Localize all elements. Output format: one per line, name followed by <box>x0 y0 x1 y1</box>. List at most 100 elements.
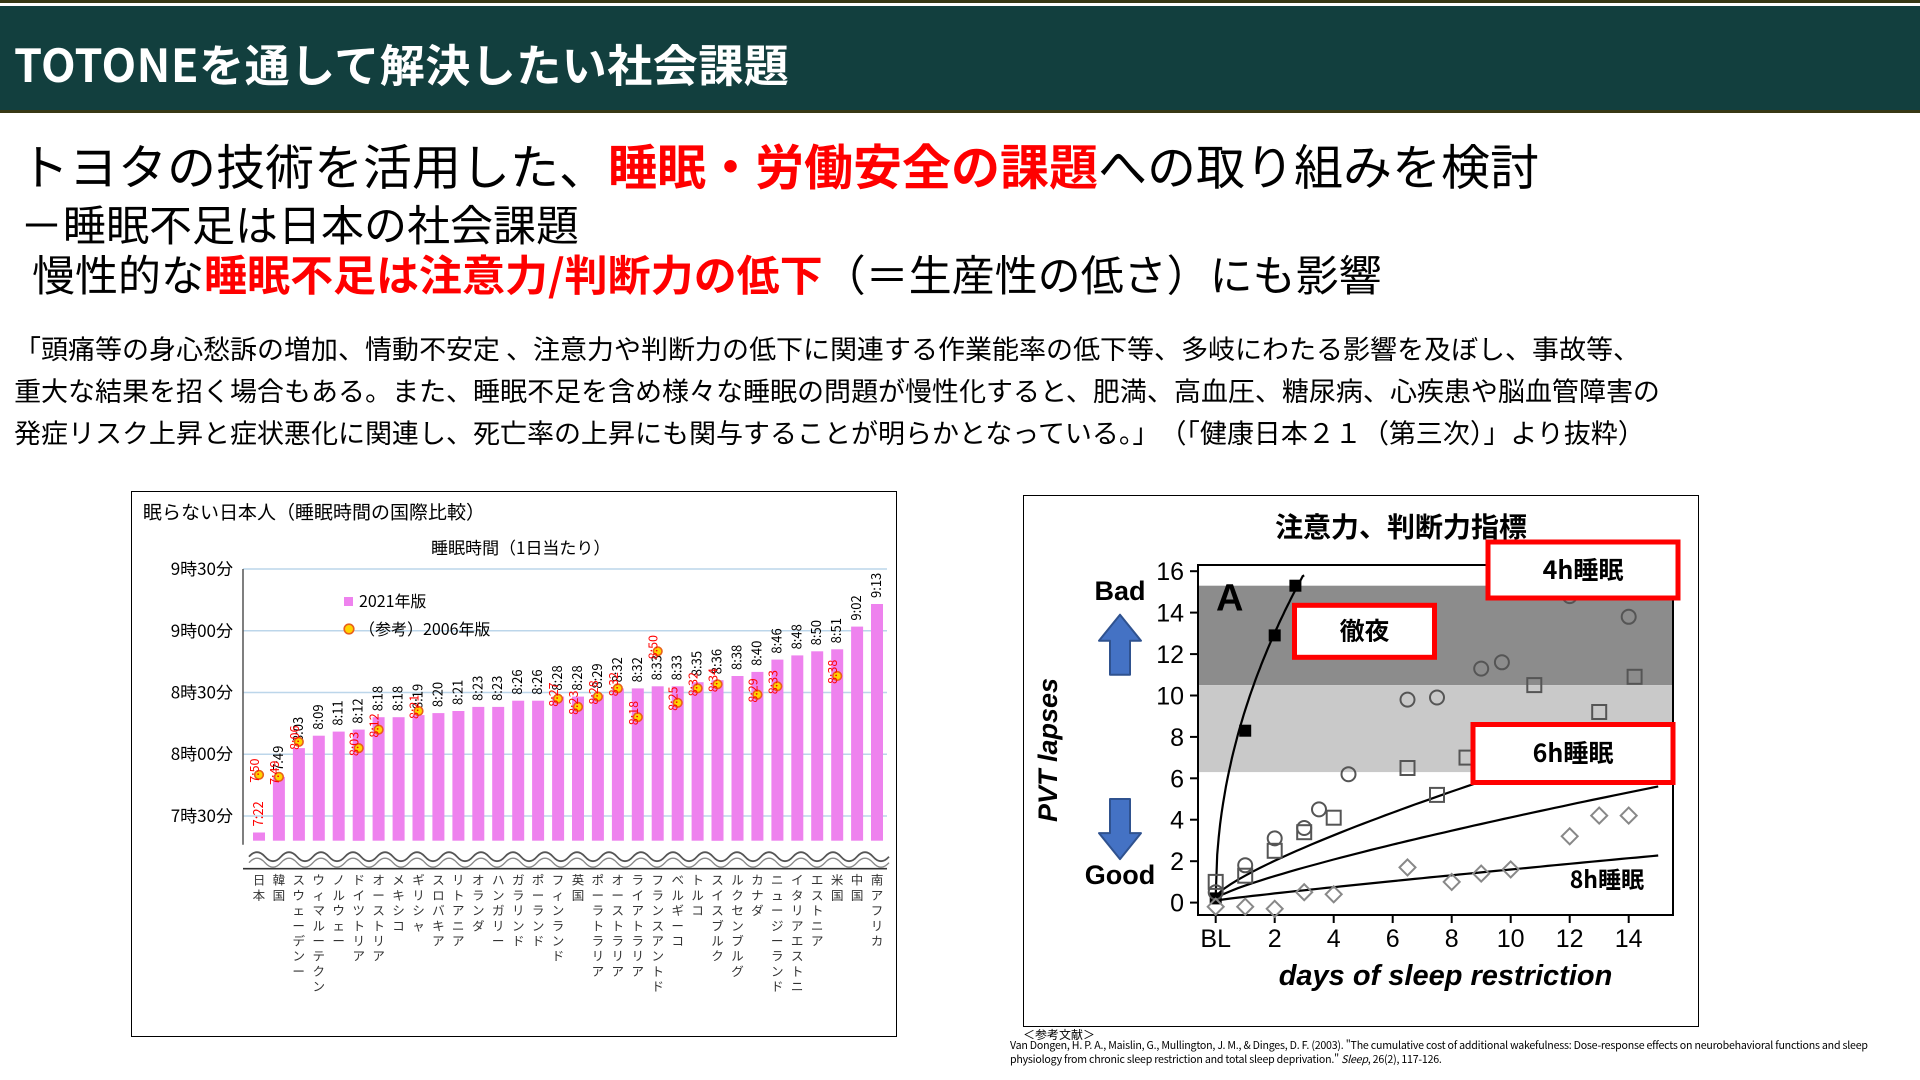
svg-text:コ: コ <box>691 900 704 919</box>
svg-text:ア: ア <box>811 931 824 950</box>
svg-text:8:12: 8:12 <box>364 713 383 737</box>
svg-text:0: 0 <box>1170 890 1184 918</box>
svg-text:10: 10 <box>1156 683 1184 711</box>
svg-text:8:06: 8:06 <box>284 726 303 750</box>
svg-text:8:25: 8:25 <box>663 686 682 710</box>
svg-text:10: 10 <box>1497 925 1525 953</box>
svg-text:2: 2 <box>1268 925 1282 953</box>
svg-text:（参考）2006年版: （参考）2006年版 <box>359 616 491 640</box>
svg-text:8:50: 8:50 <box>806 620 825 645</box>
svg-text:8:18: 8:18 <box>623 701 642 725</box>
svg-text:ア: ア <box>352 946 365 965</box>
svg-text:8時00分: 8時00分 <box>171 740 233 765</box>
svg-text:ャ: ャ <box>412 915 425 934</box>
svg-text:ア: ア <box>592 961 605 980</box>
svg-text:PVT lapses: PVT lapses <box>1033 678 1063 822</box>
svg-text:睡眠時間（1日当たり）: 睡眠時間（1日当たり） <box>431 534 610 559</box>
svg-text:ー: ー <box>293 961 306 980</box>
svg-text:ン: ン <box>313 976 326 995</box>
svg-text:コ: コ <box>392 915 405 934</box>
svg-text:眠らない日本人（睡眠時間の国際比較）: 眠らない日本人（睡眠時間の国際比較） <box>143 498 485 525</box>
svg-text:8:32: 8:32 <box>683 672 702 696</box>
svg-text:8:33: 8:33 <box>762 670 781 694</box>
svg-text:8:38: 8:38 <box>727 645 746 670</box>
svg-text:ド: ド <box>651 976 664 995</box>
svg-text:8:27: 8:27 <box>543 682 562 706</box>
svg-text:7:49: 7:49 <box>264 761 283 785</box>
svg-text:8:21: 8:21 <box>447 680 466 705</box>
svg-text:ア: ア <box>612 961 625 980</box>
svg-text:8: 8 <box>1170 724 1184 752</box>
svg-text:8:46: 8:46 <box>766 628 785 653</box>
svg-text:8:51: 8:51 <box>826 618 845 643</box>
svg-text:6: 6 <box>1170 765 1184 793</box>
svg-text:8:09: 8:09 <box>308 704 327 729</box>
svg-text:ド: ド <box>532 931 545 950</box>
svg-text:8: 8 <box>1445 925 1459 953</box>
svg-text:8:50: 8:50 <box>643 635 662 659</box>
svg-text:8:20: 8:20 <box>427 682 446 707</box>
svg-text:国: 国 <box>273 885 286 904</box>
svg-text:8:29: 8:29 <box>742 678 761 702</box>
svg-text:8:21: 8:21 <box>404 695 423 719</box>
svg-text:8:11: 8:11 <box>328 700 347 725</box>
svg-text:8:23: 8:23 <box>563 691 582 715</box>
svg-text:7時30分: 7時30分 <box>171 802 233 827</box>
svg-text:カ: カ <box>871 931 884 950</box>
svg-text:8:48: 8:48 <box>786 624 805 649</box>
svg-text:4h睡眠: 4h睡眠 <box>1543 551 1624 587</box>
svg-text:ア: ア <box>632 961 645 980</box>
svg-text:グ: グ <box>731 961 744 980</box>
svg-text:8h睡眠: 8h睡眠 <box>1570 861 1644 895</box>
svg-text:本: 本 <box>253 885 266 904</box>
svg-text:ダ: ダ <box>751 900 764 919</box>
svg-text:2021年版: 2021年版 <box>359 588 427 612</box>
svg-text:14: 14 <box>1615 925 1643 953</box>
svg-text:BL: BL <box>1200 925 1231 953</box>
svg-text:8:40: 8:40 <box>746 641 765 666</box>
svg-text:8:26: 8:26 <box>507 669 526 694</box>
svg-text:ド: ド <box>771 976 784 995</box>
svg-text:16: 16 <box>1156 558 1184 586</box>
svg-text:ー: ー <box>332 931 345 950</box>
svg-text:7:22: 7:22 <box>248 801 267 826</box>
svg-text:徹夜: 徹夜 <box>1339 612 1389 648</box>
svg-text:ド: ド <box>552 946 565 965</box>
svg-text:Good: Good <box>1085 860 1155 890</box>
svg-text:ド: ド <box>512 931 525 950</box>
svg-text:8:03: 8:03 <box>344 732 363 756</box>
svg-text:12: 12 <box>1156 641 1184 669</box>
svg-text:7:50: 7:50 <box>244 758 263 782</box>
svg-text:6: 6 <box>1386 925 1400 953</box>
svg-text:9時00分: 9時00分 <box>171 617 233 642</box>
svg-text:A: A <box>1216 578 1243 620</box>
svg-text:国: 国 <box>572 885 585 904</box>
svg-text:8:32: 8:32 <box>627 657 646 682</box>
svg-text:ダ: ダ <box>472 915 485 934</box>
svg-text:ー: ー <box>492 931 505 950</box>
svg-text:6h睡眠: 6h睡眠 <box>1533 734 1614 770</box>
svg-text:コ: コ <box>671 931 684 950</box>
svg-text:8:32: 8:32 <box>603 672 622 696</box>
svg-text:ア: ア <box>432 931 445 950</box>
svg-text:2: 2 <box>1170 848 1184 876</box>
svg-text:8:34: 8:34 <box>703 668 722 692</box>
svg-text:Bad: Bad <box>1094 576 1145 606</box>
svg-text:国: 国 <box>831 885 844 904</box>
svg-text:4: 4 <box>1327 925 1341 953</box>
svg-text:8:18: 8:18 <box>368 686 387 711</box>
svg-text:9時30分: 9時30分 <box>171 555 233 580</box>
svg-text:8:23: 8:23 <box>467 676 486 701</box>
svg-text:ク: ク <box>711 946 724 965</box>
svg-text:8:38: 8:38 <box>822 660 841 684</box>
svg-text:ニ: ニ <box>791 976 804 995</box>
svg-text:12: 12 <box>1556 925 1584 953</box>
svg-text:8時30分: 8時30分 <box>171 679 233 704</box>
svg-text:4: 4 <box>1170 807 1184 835</box>
svg-text:ア: ア <box>372 946 385 965</box>
svg-text:days of sleep restriction: days of sleep restriction <box>1279 960 1613 992</box>
svg-text:国: 国 <box>851 885 864 904</box>
svg-text:14: 14 <box>1156 600 1184 628</box>
svg-text:9:02: 9:02 <box>846 595 865 620</box>
svg-text:8:28: 8:28 <box>583 680 602 704</box>
